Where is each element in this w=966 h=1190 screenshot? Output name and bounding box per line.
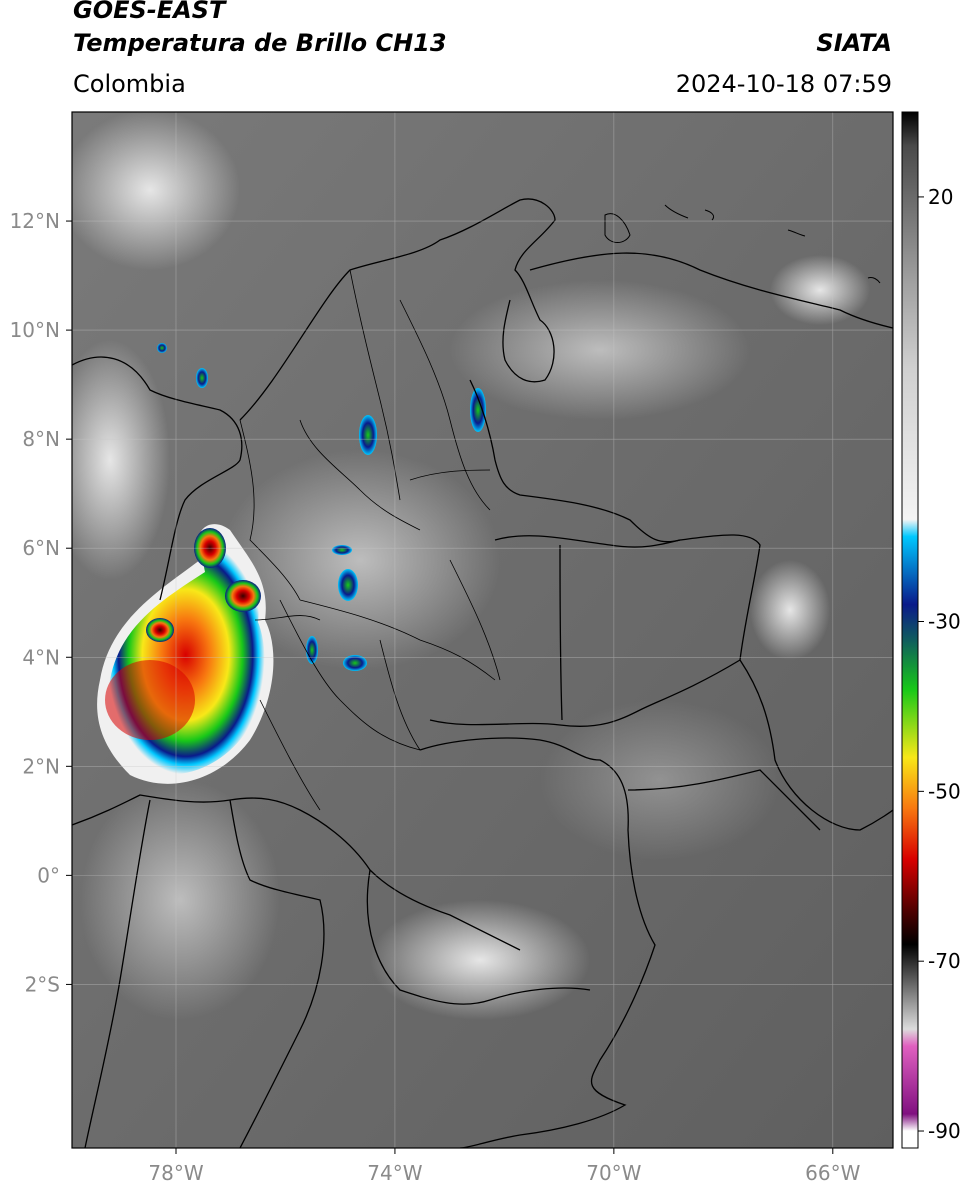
cloud-area — [72, 112, 240, 270]
cloud-area — [220, 450, 500, 670]
map-frame — [71, 111, 894, 1149]
colorbar-tick-label: -70 — [928, 949, 961, 973]
storm-cell — [306, 636, 318, 664]
source-label: SIATA — [816, 29, 892, 57]
colorbar — [902, 112, 918, 1148]
lat-tick-label: 12°N — [10, 209, 60, 233]
storm-cell — [225, 580, 261, 612]
storm-cell — [196, 368, 208, 388]
storm-cell — [343, 655, 367, 671]
colorbar-frame — [901, 111, 919, 1149]
longitude-ticks: 78°W 74°W 70°W 66°W — [148, 1148, 861, 1185]
lat-tick-label: 8°N — [22, 427, 60, 451]
lon-tick-label: 78°W — [148, 1161, 203, 1185]
cloud-area — [80, 780, 280, 1020]
storm-cell — [359, 415, 377, 455]
colorbar-tick-label: -90 — [928, 1119, 961, 1143]
lon-tick-label: 66°W — [805, 1161, 860, 1185]
colorbar-scale — [902, 112, 918, 1148]
datetime-label: 2024-10-18 07:59 — [675, 70, 892, 98]
colorbar-ticks: 20 -30 -50 -70 -90 — [918, 185, 961, 1143]
lon-tick-label: 74°W — [367, 1161, 422, 1185]
storm-core — [105, 660, 195, 740]
lat-tick-label: 10°N — [10, 318, 60, 342]
storm-cell — [338, 569, 358, 601]
cloud-area — [770, 255, 870, 325]
lat-tick-label: 2°S — [25, 972, 60, 996]
colorbar-tick-label: 20 — [928, 185, 953, 209]
cloud-area — [750, 560, 830, 660]
lat-tick-label: 6°N — [22, 536, 60, 560]
department-borders — [239, 269, 501, 811]
cloud-area — [72, 340, 170, 580]
region-label: Colombia — [73, 70, 186, 98]
lat-tick-label: 0° — [37, 863, 60, 887]
storm-cell — [332, 545, 352, 555]
lat-tick-label: 2°N — [22, 754, 60, 778]
storm-cell — [157, 343, 167, 353]
latitude-ticks: 12°N 10°N 8°N 6°N 4°N 2°N 0° 2°S — [10, 209, 72, 996]
lon-tick-label: 70°W — [586, 1161, 641, 1185]
map-canvas — [72, 112, 893, 1148]
cloud-area — [540, 700, 780, 860]
colorbar-tick-label: -50 — [928, 779, 961, 803]
satellite-title: GOES-EAST — [73, 0, 226, 24]
lat-tick-label: 4°N — [22, 645, 60, 669]
islands — [604, 204, 881, 284]
colorbar-tick-label: -30 — [928, 610, 961, 634]
gridlines — [72, 112, 893, 1148]
country-borders — [72, 198, 893, 1148]
storm-cell — [146, 618, 174, 642]
storm-cell — [470, 388, 486, 432]
product-title: Temperatura de Brillo CH13 — [73, 29, 447, 57]
cloud-area — [450, 280, 750, 420]
